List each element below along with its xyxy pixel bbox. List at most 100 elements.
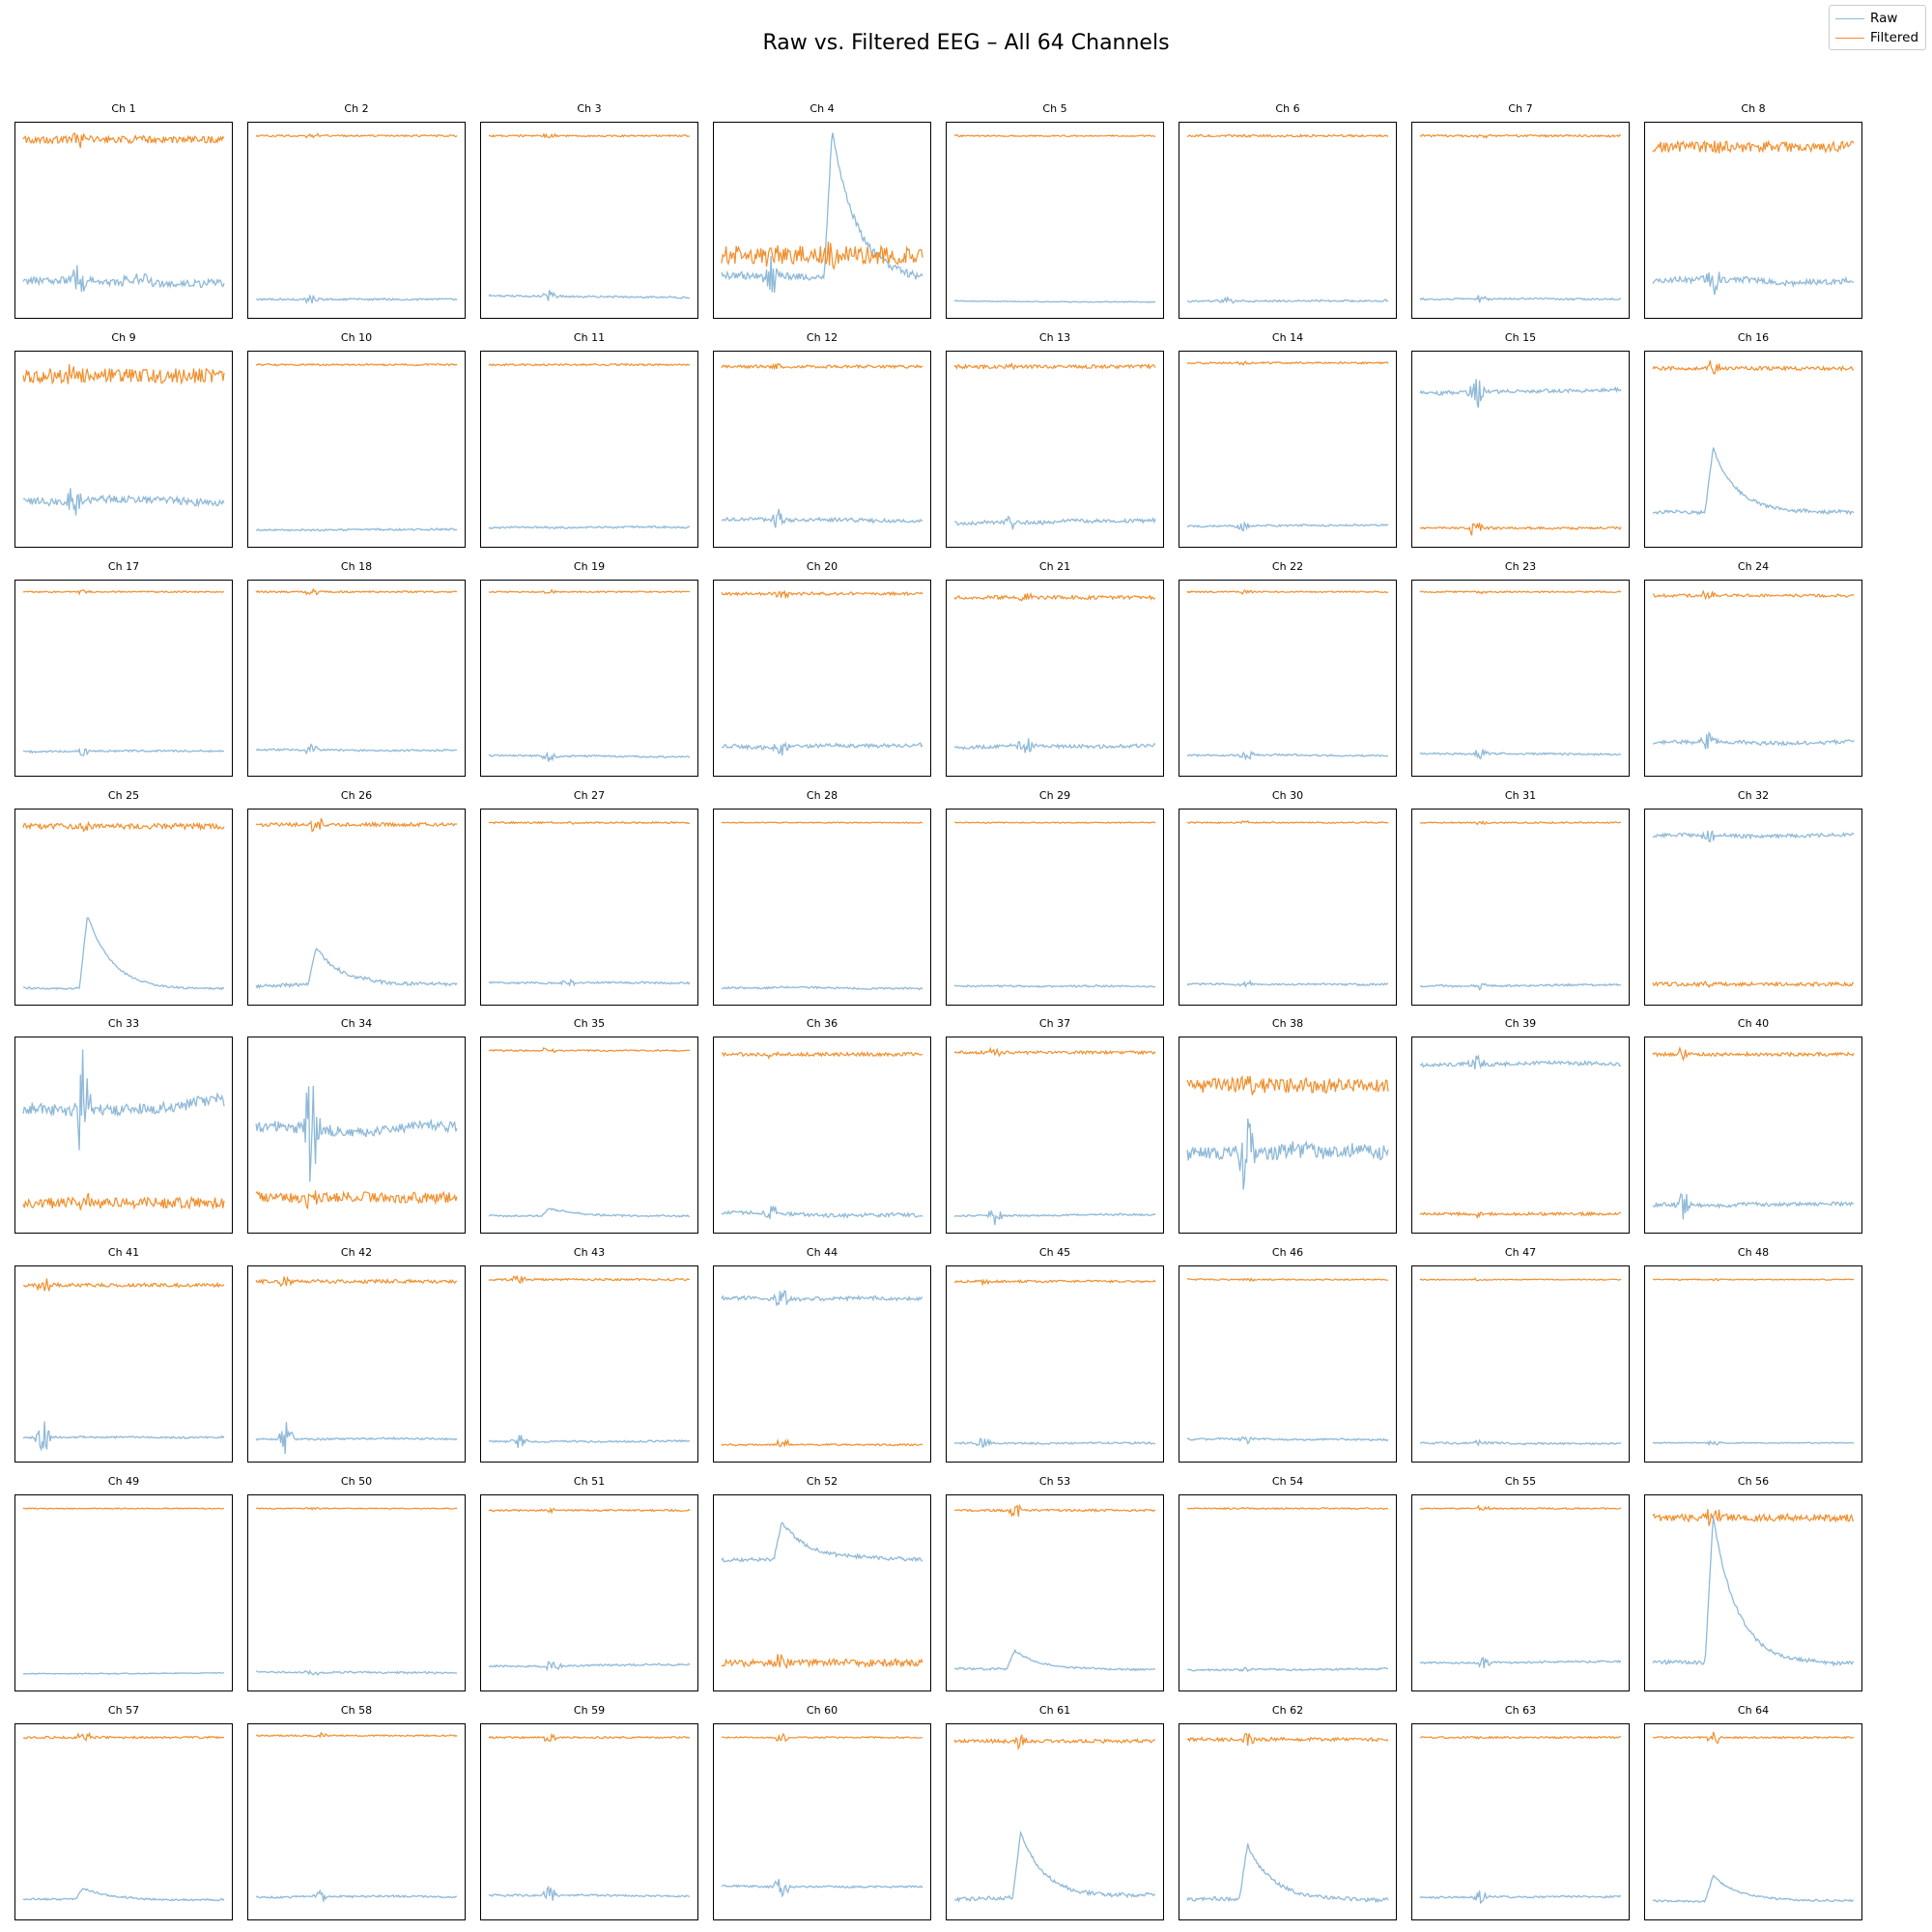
filtered-series-line [1653,1278,1855,1282]
filtered-series-line [1186,819,1389,825]
subplot-38: Ch 38 [1179,1017,1397,1234]
filtered-series-line [488,1274,691,1285]
subplot-axes [1179,1723,1397,1920]
raw-series-line [953,1648,1156,1672]
subplot-17: Ch 17 [14,560,233,777]
subplot-svg [1652,139,1855,296]
subplot-title: Ch 53 [1038,1475,1071,1488]
legend-swatch-raw [1835,17,1864,19]
subplot-title: Ch 18 [340,560,373,573]
raw-series-line [1186,750,1389,761]
subplot-4: Ch 4 [713,102,931,319]
subplot-title: Ch 52 [806,1475,838,1488]
subplot-45: Ch 45 [946,1246,1164,1463]
subplot-title: Ch 2 [344,102,369,115]
raw-series-line [255,294,458,305]
subplot-svg [488,820,691,987]
subplot-63: Ch 63 [1411,1704,1630,1920]
subplot-axes [1644,122,1862,319]
subplot-svg [953,361,1156,530]
subplot-axes [480,809,698,1006]
raw-series-line [1186,520,1389,532]
subplot-axes [247,580,466,777]
legend-label-filtered: Filtered [1870,30,1919,45]
subplot-25: Ch 25 [14,789,233,1006]
subplot-svg [1186,360,1389,532]
subplot-svg [1186,1277,1389,1445]
filtered-series-line [22,132,225,149]
filtered-series-line [255,132,458,139]
subplot-30: Ch 30 [1179,789,1397,1006]
subplot-axes [480,351,698,548]
filtered-series-line [721,1654,923,1670]
legend-item-raw: Raw [1835,10,1897,27]
raw-series-line [488,1208,691,1218]
subplot-svg [488,1274,691,1448]
raw-series-line [488,525,691,529]
raw-series-line [721,1879,923,1898]
subplot-24: Ch 24 [1644,560,1862,777]
raw-series-line [722,985,923,991]
raw-series-line [488,751,691,762]
subplot-title: Ch 56 [1737,1475,1770,1488]
subplot-title: Ch 23 [1504,560,1537,573]
subplot-10: Ch 10 [247,331,466,548]
raw-series-line [1186,1843,1389,1904]
subplot-svg [255,132,458,305]
subplot-axes [1179,1265,1397,1463]
subplot-title: Ch 29 [1038,789,1071,802]
filtered-series-line [1186,1732,1389,1746]
subplot-21: Ch 21 [946,560,1164,777]
raw-series-line [1419,295,1622,303]
subplot-svg [1652,1509,1855,1667]
subplot-axes [247,1494,466,1691]
subplot-59: Ch 59 [480,1704,698,1920]
raw-series-line [488,1435,691,1448]
subplot-svg [488,1046,691,1218]
subplot-52: Ch 52 [713,1475,931,1691]
subplot-48: Ch 48 [1644,1246,1862,1463]
subplot-axes [14,1265,233,1463]
subplot-svg [488,1732,691,1901]
subplot-40: Ch 40 [1644,1017,1862,1234]
subplot-title: Ch 50 [340,1475,373,1488]
raw-series-line [22,1421,225,1452]
subplot-axes [1179,1037,1397,1234]
filtered-series-line [953,591,1156,602]
subplot-svg [22,820,225,991]
subplot-title: Ch 59 [573,1704,606,1717]
raw-series-line [1652,730,1855,750]
filtered-series-line [721,821,923,824]
subplot-axes [1644,351,1862,548]
subplot-svg [721,132,923,294]
subplot-title: Ch 51 [573,1475,606,1488]
raw-series-line [1419,1656,1622,1668]
filtered-series-line [953,134,1156,138]
raw-series-line [1419,1889,1622,1905]
subplot-53: Ch 53 [946,1475,1164,1691]
raw-series-line [488,1885,691,1901]
subplot-title: Ch 27 [573,789,606,802]
subplot-title: Ch 39 [1504,1017,1537,1030]
subplot-svg [255,362,458,532]
subplot-axes [1411,351,1630,548]
subplot-2: Ch 2 [247,102,466,319]
subplot-svg [22,363,225,516]
subplot-svg [953,1278,1156,1448]
raw-series-line [255,1669,458,1676]
subplot-title: Ch 32 [1737,789,1770,802]
filtered-series-line [22,363,225,385]
subplot-title: Ch 16 [1737,331,1770,344]
subplot-15: Ch 15 [1411,331,1630,548]
raw-series-line [22,488,225,516]
subplot-svg [1186,133,1389,304]
subplot-title: Ch 13 [1038,331,1071,344]
subplot-title: Ch 33 [107,1017,140,1030]
subplot-axes [1644,809,1862,1006]
raw-series-line [953,1830,1156,1903]
filtered-series-line [1186,133,1389,138]
raw-series-line [1652,1439,1855,1447]
subplot-svg [1419,820,1622,991]
subplot-svg [953,1046,1156,1226]
subplot-axes [713,1265,931,1463]
